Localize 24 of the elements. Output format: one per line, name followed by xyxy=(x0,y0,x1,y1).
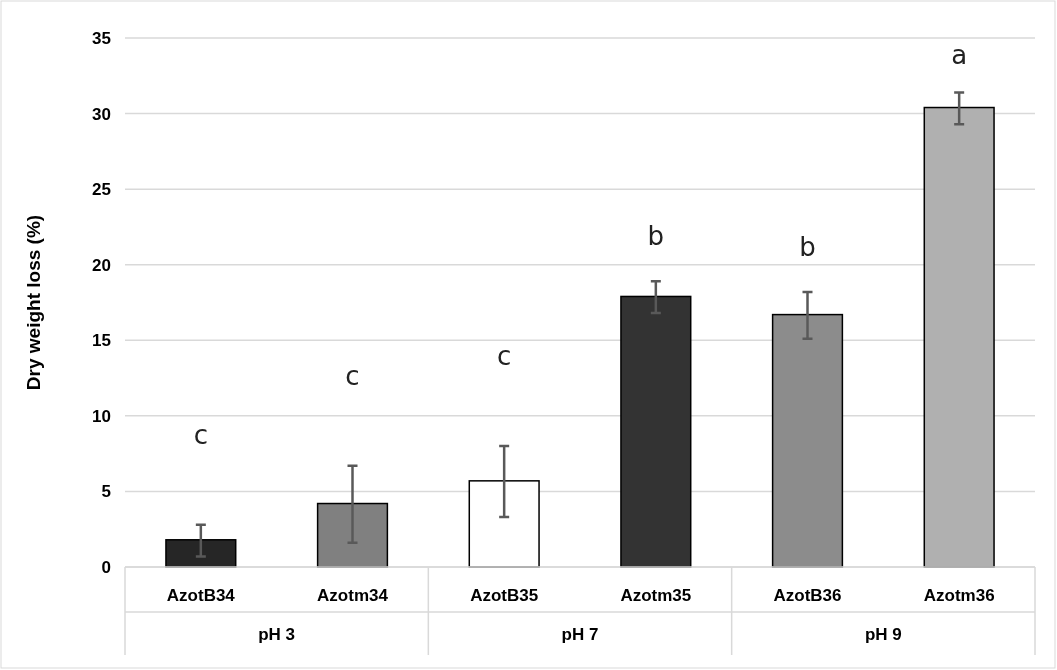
annotation: c xyxy=(193,419,208,450)
text: pH 9 xyxy=(864,625,902,644)
x-tick-label: Azotm36 xyxy=(923,586,995,605)
annotation: c xyxy=(345,360,360,391)
text: pH 3 xyxy=(258,625,296,644)
y-tick-label: 5 xyxy=(101,482,111,502)
y-tick-label: 35 xyxy=(92,28,111,48)
x-tick-label: AzotB35 xyxy=(470,586,539,605)
y-tick-label: 20 xyxy=(92,255,111,275)
y-axis-title: Dry weight loss (%) xyxy=(23,214,44,391)
y-tick-label: 30 xyxy=(92,104,111,124)
y-tick-label: 15 xyxy=(92,331,111,351)
annotation: a xyxy=(951,40,968,71)
x-tick-label: Azotm35 xyxy=(620,586,692,605)
x-tick-label: AzotB34 xyxy=(166,586,236,605)
y-tick-label: 0 xyxy=(101,557,111,577)
y-tick-label: 10 xyxy=(92,406,111,426)
annotation: c xyxy=(497,341,512,372)
annotation: b xyxy=(647,221,665,252)
annotation: b xyxy=(799,232,816,263)
y-tick-label: 25 xyxy=(92,180,111,200)
x-tick-label: AzotB36 xyxy=(773,586,842,605)
text: pH 7 xyxy=(561,625,599,644)
x-tick-label: Azotm34 xyxy=(317,586,389,605)
